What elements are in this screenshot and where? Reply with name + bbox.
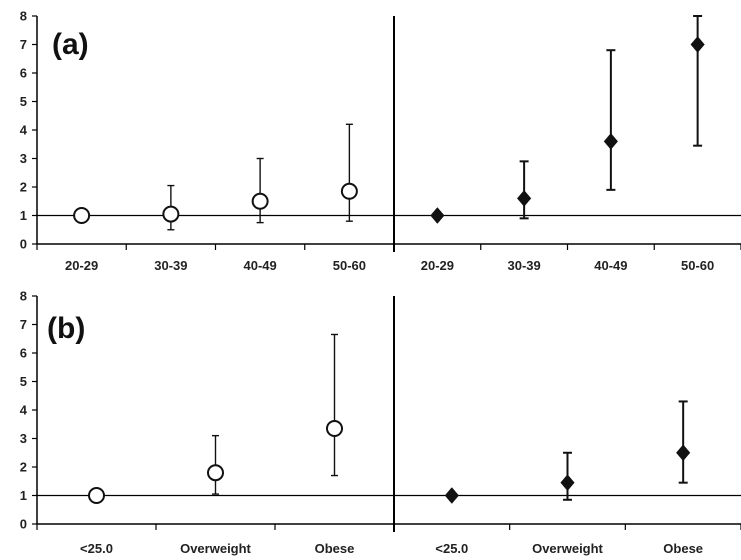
data-point-circle — [326, 420, 343, 438]
y-tick-label: 1 — [20, 488, 27, 503]
y-tick-label: 3 — [20, 431, 27, 446]
x-tick-label: Obese — [663, 541, 703, 556]
panel-label: (b) — [47, 312, 85, 345]
x-tick-label: Obese — [315, 541, 355, 556]
y-tick-label: 6 — [20, 346, 27, 361]
x-tick-label: 40-49 — [244, 258, 277, 273]
y-tick-label: 3 — [20, 151, 27, 166]
data-point-diamond — [603, 133, 619, 150]
data-point-circle — [251, 192, 269, 210]
panel-label: (a) — [52, 28, 89, 61]
y-tick-label: 0 — [20, 237, 27, 252]
y-tick-label: 0 — [20, 517, 27, 532]
data-point-diamond — [430, 207, 445, 224]
y-tick-label: 8 — [20, 9, 27, 24]
y-tick-label: 1 — [20, 208, 27, 223]
data-point-circle — [73, 207, 91, 224]
x-tick-label: 40-49 — [594, 258, 627, 273]
data-point-diamond — [690, 36, 705, 53]
x-tick-label: <25.0 — [80, 541, 113, 556]
data-point-circle — [88, 487, 105, 504]
x-tick-label: 20-29 — [65, 258, 98, 273]
x-tick-label: 50-60 — [333, 258, 366, 273]
data-point-diamond — [676, 444, 691, 462]
y-tick-label: 2 — [20, 460, 27, 475]
y-tick-label: 5 — [20, 94, 27, 109]
x-tick-label: 30-39 — [154, 258, 187, 273]
x-tick-label: <25.0 — [435, 541, 468, 556]
data-point-diamond — [516, 190, 532, 207]
y-tick-label: 4 — [20, 403, 28, 418]
x-tick-label: 30-39 — [508, 258, 541, 273]
x-tick-label: 20-29 — [421, 258, 454, 273]
x-tick-label: 50-60 — [681, 258, 714, 273]
data-point-circle — [207, 464, 224, 482]
y-tick-label: 6 — [20, 66, 27, 81]
y-tick-label: 2 — [20, 180, 27, 195]
data-point-circle — [162, 205, 180, 223]
y-tick-label: 7 — [20, 317, 27, 332]
chart-panel-a: 0 1 2 3 4 5 6 7 8 (a) 20-29 30-39 40-49 50-60 20-29 30-… — [20, 9, 741, 273]
data-point-diamond — [444, 487, 459, 504]
y-tick-label: 7 — [20, 37, 27, 52]
chart-panel-b: 0 1 2 3 4 5 6 7 8 (b) <25.0 Overweight Obese <25.0 Ove… — [20, 289, 741, 556]
x-tick-label: Overweight — [180, 541, 251, 556]
data-point-diamond — [560, 474, 575, 492]
data-point-circle — [340, 182, 358, 200]
y-tick-label: 5 — [20, 374, 27, 389]
y-tick-label: 4 — [20, 123, 28, 138]
x-tick-label: Overweight — [532, 541, 603, 556]
y-tick-label: 8 — [20, 289, 27, 304]
